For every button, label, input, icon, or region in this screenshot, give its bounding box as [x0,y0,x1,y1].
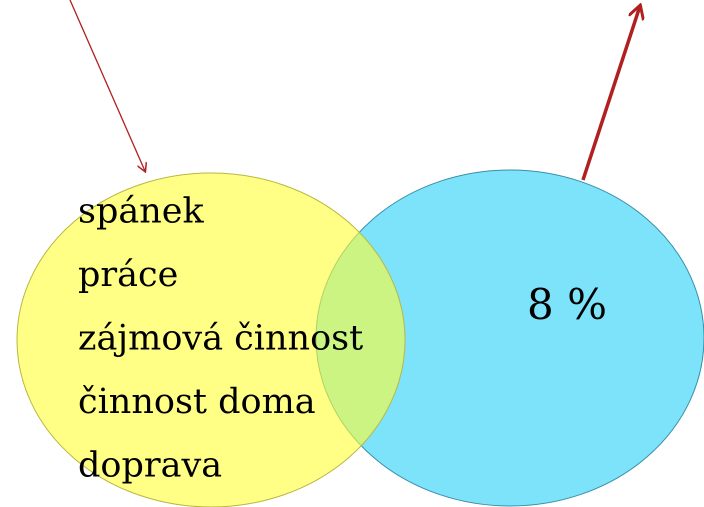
list-item: spánek [78,192,204,232]
arrow-in [69,0,145,171]
list-item: práce [78,255,178,295]
list-item: zájmová činnost [78,319,363,359]
list-item: doprava [78,446,222,486]
item-list: spánek práce zájmová činnost činnost doma do… [78,192,363,486]
right-label: 8 % [527,280,607,329]
list-item: činnost doma [78,382,316,422]
arrow-out [581,6,640,181]
yellow-circle [16,172,406,507]
